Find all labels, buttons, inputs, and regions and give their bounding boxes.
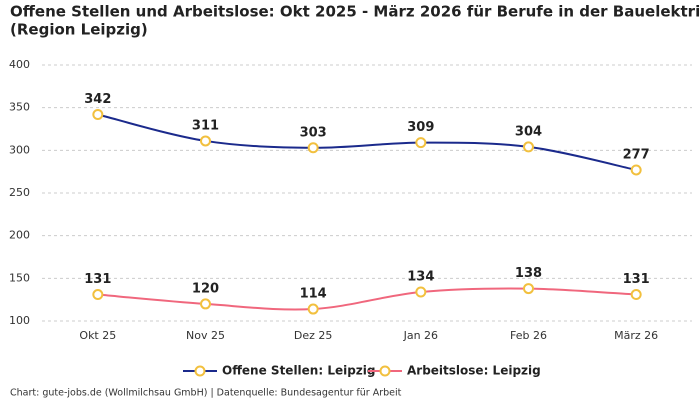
point <box>630 289 642 301</box>
y-tick-label: 350 <box>9 101 30 114</box>
value-label: 120 <box>192 281 219 296</box>
legend-marker <box>379 365 391 377</box>
x-tick-label: Okt 25 <box>79 329 116 342</box>
value-label: 134 <box>407 269 434 284</box>
value-label: 342 <box>84 92 111 107</box>
point <box>200 135 211 147</box>
legend-label: Arbeitslose: Leipzig <box>407 364 541 378</box>
point <box>415 137 427 149</box>
point <box>523 141 534 153</box>
value-label: 114 <box>300 287 327 302</box>
value-label: 311 <box>192 118 219 133</box>
x-tick-label: März 26 <box>614 329 658 342</box>
x-tick-label: Jan 26 <box>403 329 438 342</box>
y-tick-label: 150 <box>9 271 30 284</box>
x-tick-label: Nov 25 <box>186 329 225 342</box>
chart-subtitle: (Region Leipzig) <box>10 21 148 39</box>
y-tick-label: 300 <box>9 143 30 156</box>
value-label: 131 <box>84 272 111 287</box>
value-label: 131 <box>623 272 650 287</box>
legend-label: Offene Stellen: Leipzig <box>222 364 376 378</box>
series-line <box>97 287 637 311</box>
x-tick-label: Dez 25 <box>294 329 333 342</box>
point <box>92 108 104 120</box>
y-tick-label: 250 <box>9 186 30 199</box>
point <box>523 283 534 295</box>
y-tick-label: 200 <box>9 229 30 242</box>
point <box>630 164 642 176</box>
value-label: 277 <box>623 147 650 162</box>
value-label: 138 <box>515 266 542 281</box>
footer: Chart: gute-jobs.de (Wollmilchsau GmbH) … <box>10 388 402 399</box>
series-line <box>97 113 637 171</box>
value-label: 304 <box>515 124 542 139</box>
legend-marker <box>194 365 206 377</box>
y-tick-label: 400 <box>9 58 30 71</box>
x-tick-label: Feb 26 <box>510 329 547 342</box>
point <box>307 142 319 154</box>
chart-title: Offene Stellen und Arbeitslose: Okt 2025… <box>10 3 700 21</box>
point <box>415 286 427 298</box>
point <box>200 298 211 310</box>
value-label: 303 <box>300 125 327 140</box>
y-tick-label: 100 <box>9 314 30 327</box>
point <box>307 303 319 315</box>
value-label: 309 <box>407 120 434 135</box>
point <box>92 289 104 301</box>
